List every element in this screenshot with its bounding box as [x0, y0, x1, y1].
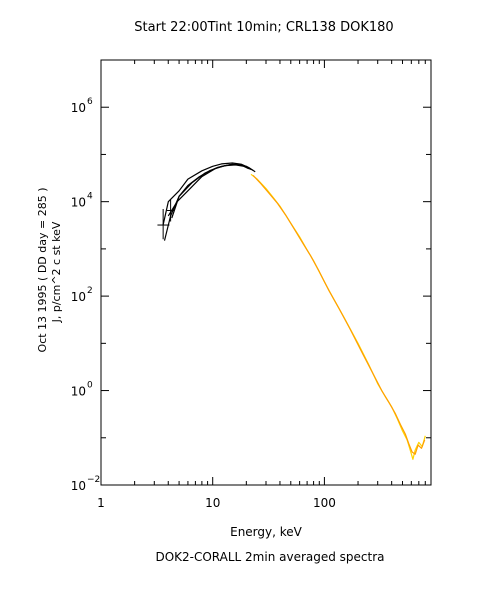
- y-tick-label: 10: [71, 385, 86, 399]
- error-bars: [157, 199, 174, 240]
- x-tick-label: 1: [97, 496, 105, 510]
- plot-frame: [100, 59, 432, 486]
- chart-caption: DOK2-CORALL 2min averaged spectra: [155, 550, 384, 564]
- y-tick-exponent: 6: [87, 97, 93, 107]
- series-group: [162, 162, 426, 460]
- y-tick-exponent: 4: [87, 192, 93, 202]
- y-tick-label: 10: [71, 290, 86, 304]
- y-tick-exponent: 2: [87, 286, 93, 296]
- x-tick-labels: 1 10 100: [97, 496, 336, 510]
- y-tick-exponent: −2: [87, 475, 100, 485]
- x-tick-label: 10: [205, 496, 220, 510]
- y-tick-exponent: 0: [87, 381, 93, 391]
- y-tick-label: 10: [71, 479, 86, 493]
- x-axis-label: Energy, keV: [230, 525, 303, 539]
- series-line-6: [252, 174, 426, 455]
- y-tick-label: 10: [71, 196, 86, 210]
- y-tick-label: 10: [71, 101, 86, 115]
- series-line-5: [250, 173, 426, 460]
- y-axis-label-units: J, p/cm^2 c st keV: [50, 221, 63, 323]
- series-line-4: [171, 163, 249, 219]
- x-tick-label: 100: [313, 496, 336, 510]
- chart-title: Start 22:00Tint 10min; CRL138 DOK180: [134, 20, 393, 35]
- y-axis-label-date: Oct 13 1995 ( DD day = 285 ): [36, 188, 49, 353]
- axis-ticks: [100, 59, 432, 486]
- series-line-3: [167, 164, 252, 217]
- series-line-2: [163, 164, 254, 241]
